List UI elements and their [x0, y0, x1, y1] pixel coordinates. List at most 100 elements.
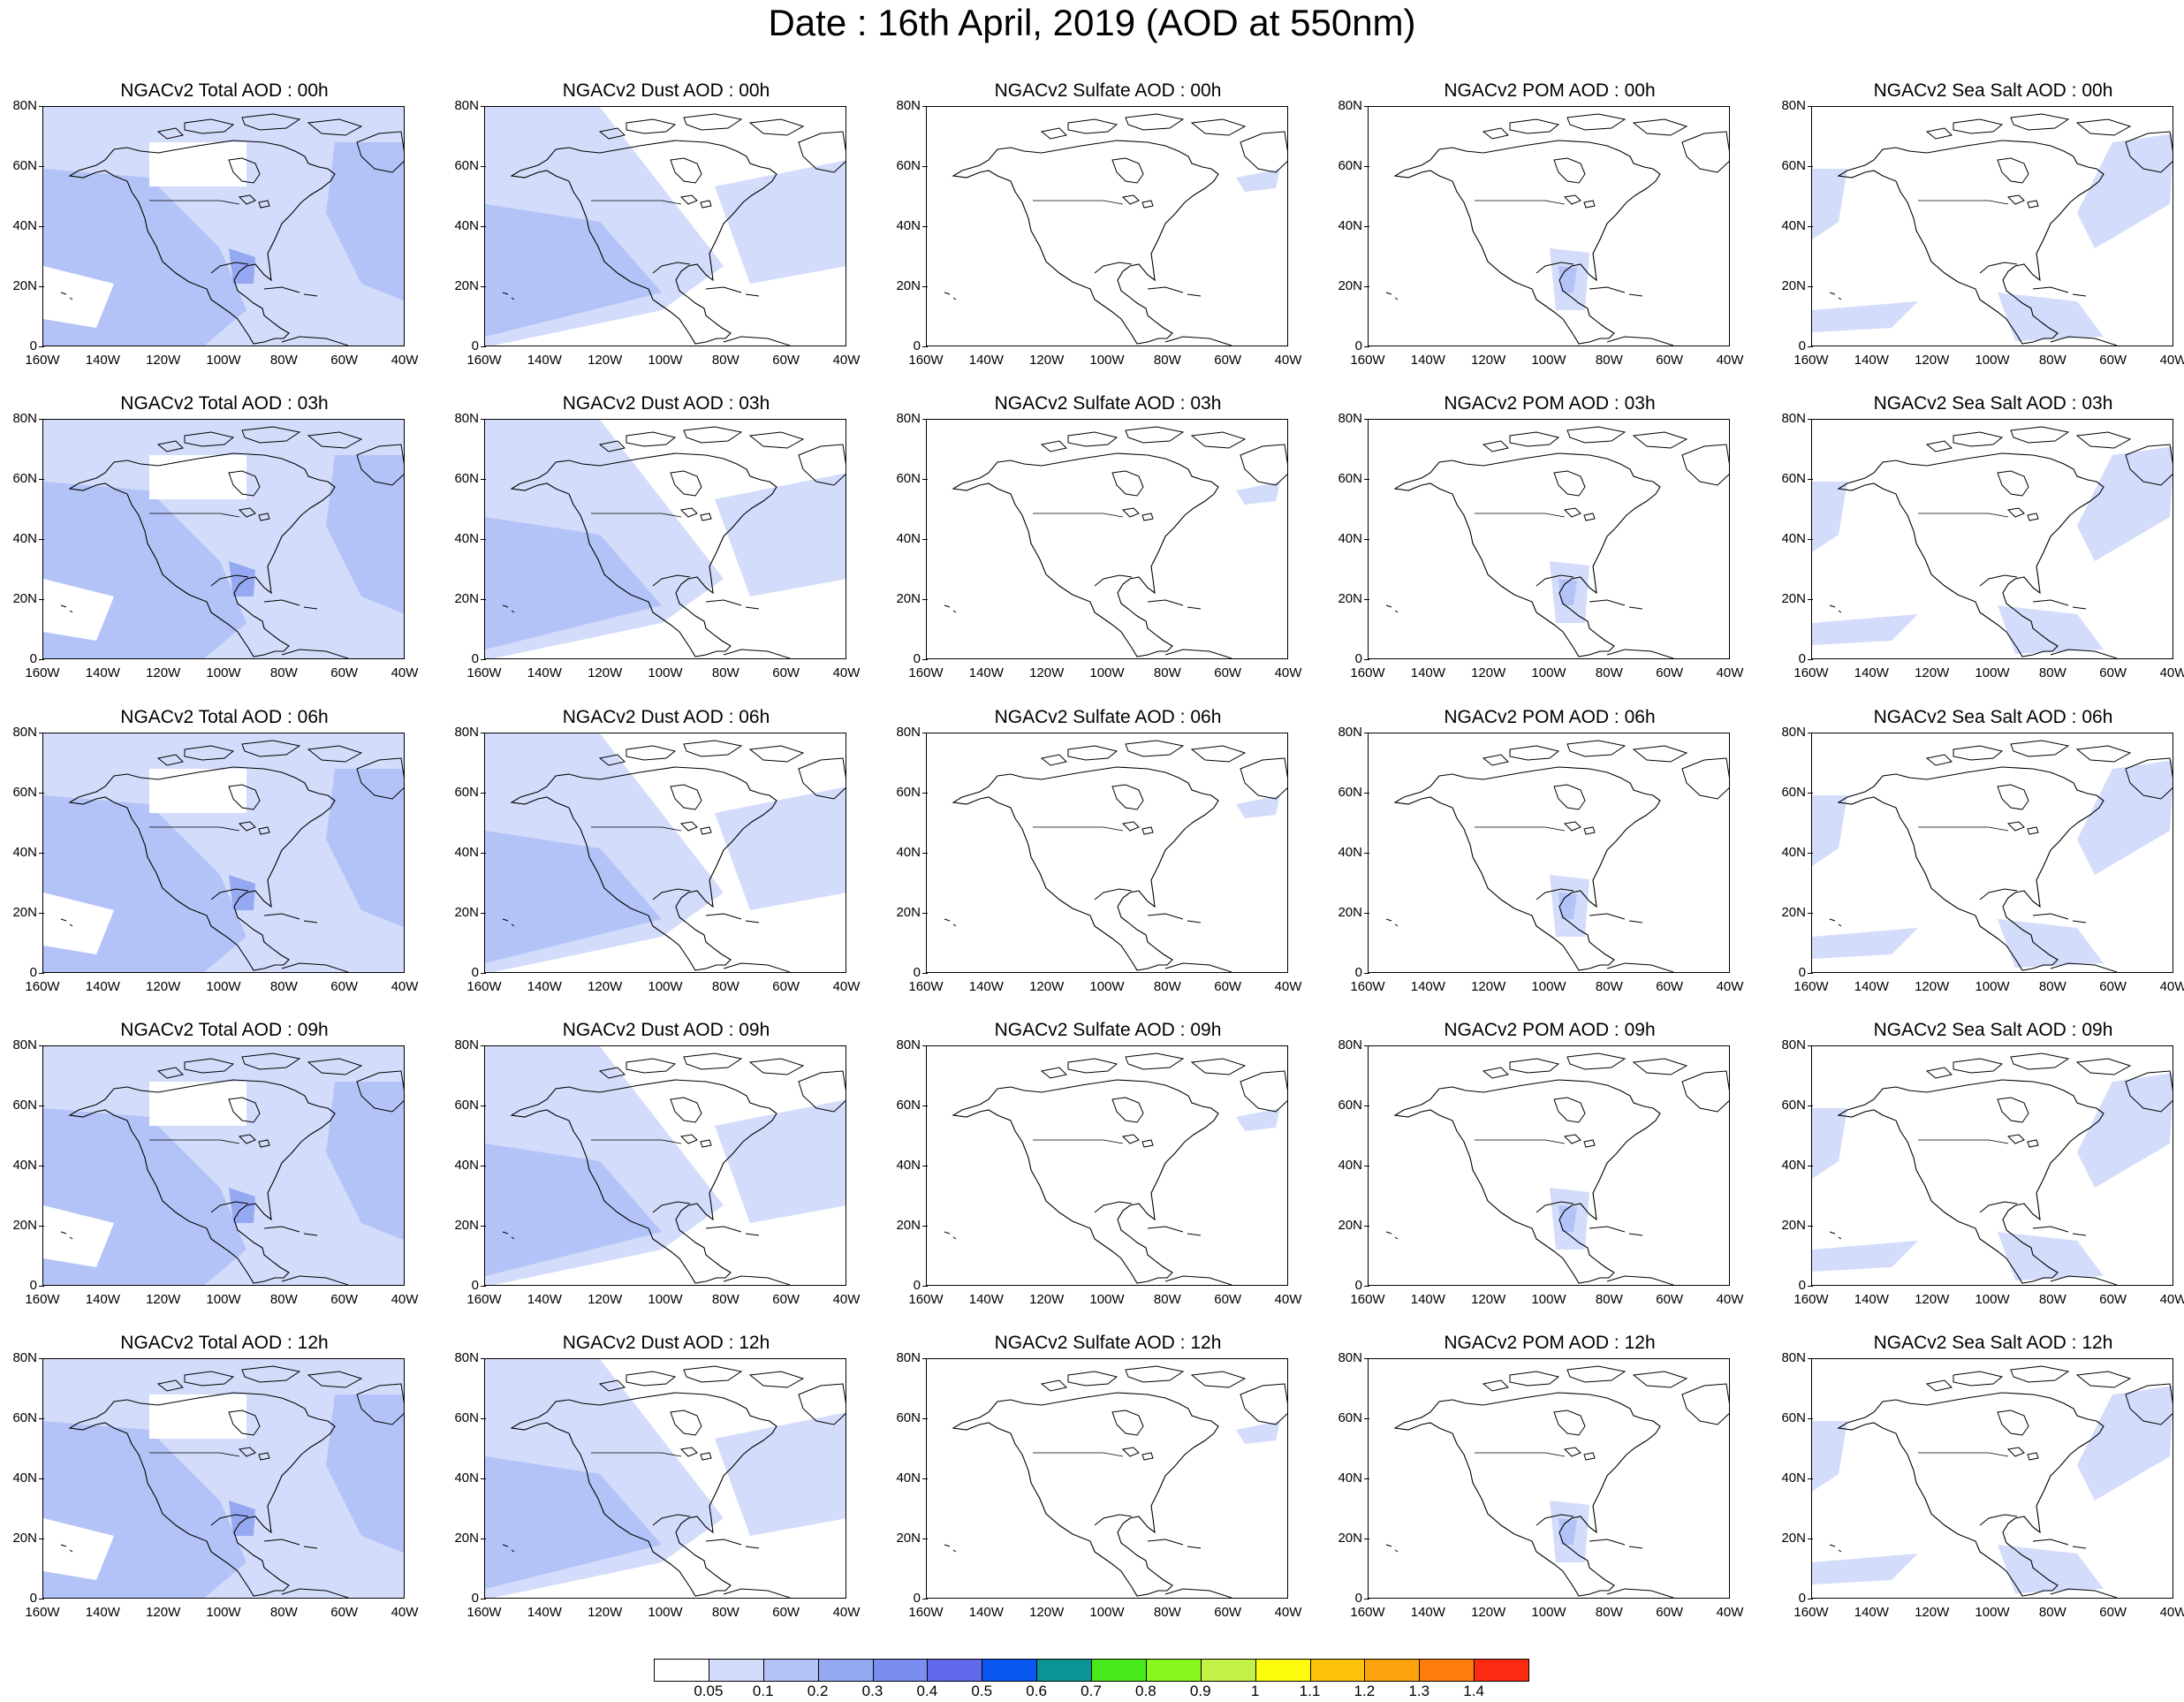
y-tick-mark [39, 226, 44, 227]
y-tick-label: 20N [1338, 1531, 1362, 1546]
x-tick-label: 80W [1595, 1292, 1623, 1307]
y-tick-label: 60N [454, 158, 479, 173]
panel-title: NGACv2 Total AOD : 09h [120, 1020, 329, 1040]
y-tick-mark [39, 106, 44, 107]
x-tick-label: 100W [206, 1292, 241, 1307]
map-frame [1368, 1358, 1730, 1599]
x-tick-label: 100W [1975, 353, 2010, 368]
y-tick-mark [481, 346, 486, 347]
y-tick-mark [1808, 793, 1813, 794]
y-tick-label: 40N [12, 531, 37, 546]
map-panel-seasalt-1: NGACv2 Sea Salt AOD : 03h 80N 60N 40N 20N 0 16… [1769, 392, 2184, 693]
y-tick-label: 0 [913, 338, 921, 353]
coastline [1385, 1365, 1729, 1598]
y-tick-mark [481, 793, 486, 794]
x-tick-label: 160W [1350, 979, 1385, 994]
y-tick-mark [922, 913, 928, 914]
y-tick-label: 20N [454, 905, 479, 920]
y-tick-label: 60N [896, 471, 921, 486]
panel-title: NGACv2 Sulfate AOD : 06h [994, 707, 1222, 727]
colorbar-label: 0.1 [752, 1683, 774, 1699]
aod-shade-region-2 [1998, 1232, 2104, 1280]
aod-map [43, 1046, 404, 1285]
y-tick-mark [1364, 286, 1369, 287]
colorbar-swatch [1474, 1659, 1529, 1682]
aod-map [485, 733, 846, 972]
y-tick-label: 20N [12, 905, 37, 920]
x-tick-label: 120W [588, 353, 623, 368]
coastline [944, 1365, 1287, 1598]
aod-shade-region-1 [715, 786, 846, 910]
aod-map [485, 107, 846, 346]
panel-title: NGACv2 POM AOD : 03h [1444, 393, 1656, 414]
map-panel-dust-0: NGACv2 Dust AOD : 00h 80N 60N 40N 20N 0 160W 14… [442, 80, 860, 380]
coastline [1385, 1052, 1729, 1285]
map-frame [1811, 733, 2173, 973]
coastline [944, 426, 1287, 658]
y-tick-mark [1364, 793, 1369, 794]
x-tick-label: 100W [206, 979, 241, 994]
y-tick-label: 40N [896, 531, 921, 546]
x-tick-label: 140W [1854, 665, 1889, 680]
x-tick-label: 80W [711, 353, 739, 368]
x-tick-label: 80W [2038, 1605, 2066, 1620]
x-tick-label: 140W [1410, 1605, 1445, 1620]
x-tick-label: 100W [1089, 1605, 1125, 1620]
y-tick-label: 20N [454, 278, 479, 293]
map-panel-dust-3: NGACv2 Dust AOD : 09h 80N 60N 40N 20N 0 160W 14… [442, 1019, 860, 1319]
x-tick-label: 40W [391, 353, 419, 368]
aod-shade-region-3 [229, 561, 255, 596]
y-tick-label: 0 [913, 1591, 921, 1606]
y-tick-mark [39, 286, 44, 287]
x-tick-label: 160W [466, 979, 502, 994]
aod-map [944, 1052, 1287, 1285]
y-tick-label: 60N [1338, 1410, 1362, 1425]
aod-shade-region-1 [715, 1412, 846, 1536]
aod-shade-region-2 [485, 1144, 662, 1276]
x-tick-label: 80W [269, 665, 298, 680]
y-tick-label: 80N [454, 725, 479, 740]
y-tick-mark [1808, 479, 1813, 480]
aod-shade-region-2 [1998, 1545, 2104, 1593]
y-tick-label: 20N [1781, 905, 1806, 920]
x-tick-label: 40W [391, 665, 419, 680]
x-tick-label: 160W [908, 353, 944, 368]
colorbar-label: 0.4 [916, 1683, 938, 1699]
coastline [944, 1052, 1287, 1285]
aod-shade-region-0 [1812, 795, 1847, 866]
map-panel-total-3: NGACv2 Total AOD : 09h 80N 60N 40N 20N 0 160W 1… [0, 1019, 418, 1319]
x-tick-label: 140W [1410, 979, 1445, 994]
y-tick-mark [481, 106, 486, 107]
y-tick-label: 20N [1781, 1218, 1806, 1233]
y-tick-label: 40N [1781, 845, 1806, 860]
colorbar [654, 1659, 1529, 1683]
y-tick-label: 0 [913, 965, 921, 980]
y-tick-mark [922, 106, 928, 107]
y-tick-mark [39, 539, 44, 540]
colorbar-label: 1 [1250, 1683, 1260, 1699]
x-tick-label: 80W [1153, 1292, 1181, 1307]
aod-shade-region-3 [1812, 1241, 1918, 1272]
x-tick-label: 120W [1471, 979, 1506, 994]
x-tick-label: 60W [1214, 1605, 1242, 1620]
panel-title: NGACv2 Sulfate AOD : 03h [994, 393, 1222, 414]
colorbar-swatch [982, 1659, 1038, 1682]
map-panel-sulfate-0: NGACv2 Sulfate AOD : 00h 80N 60N 40N 20N 0 160… [883, 80, 1301, 380]
y-tick-label: 0 [913, 651, 921, 666]
x-tick-label: 40W [1716, 979, 1744, 994]
aod-map [1812, 426, 2173, 658]
y-tick-label: 80N [896, 1037, 921, 1052]
aod-map [944, 113, 1287, 346]
y-tick-label: 40N [12, 1470, 37, 1485]
y-tick-label: 60N [454, 1410, 479, 1425]
y-tick-label: 0 [1798, 1591, 1806, 1606]
x-tick-label: 40W [832, 665, 861, 680]
x-tick-label: 120W [1915, 1605, 1950, 1620]
y-tick-mark [39, 913, 44, 914]
x-tick-label: 40W [1716, 665, 1744, 680]
y-tick-label: 80N [1338, 1037, 1362, 1052]
x-tick-label: 120W [588, 1292, 623, 1307]
y-tick-label: 60N [1338, 1098, 1362, 1113]
y-tick-mark [1364, 226, 1369, 227]
y-tick-label: 20N [896, 591, 921, 606]
